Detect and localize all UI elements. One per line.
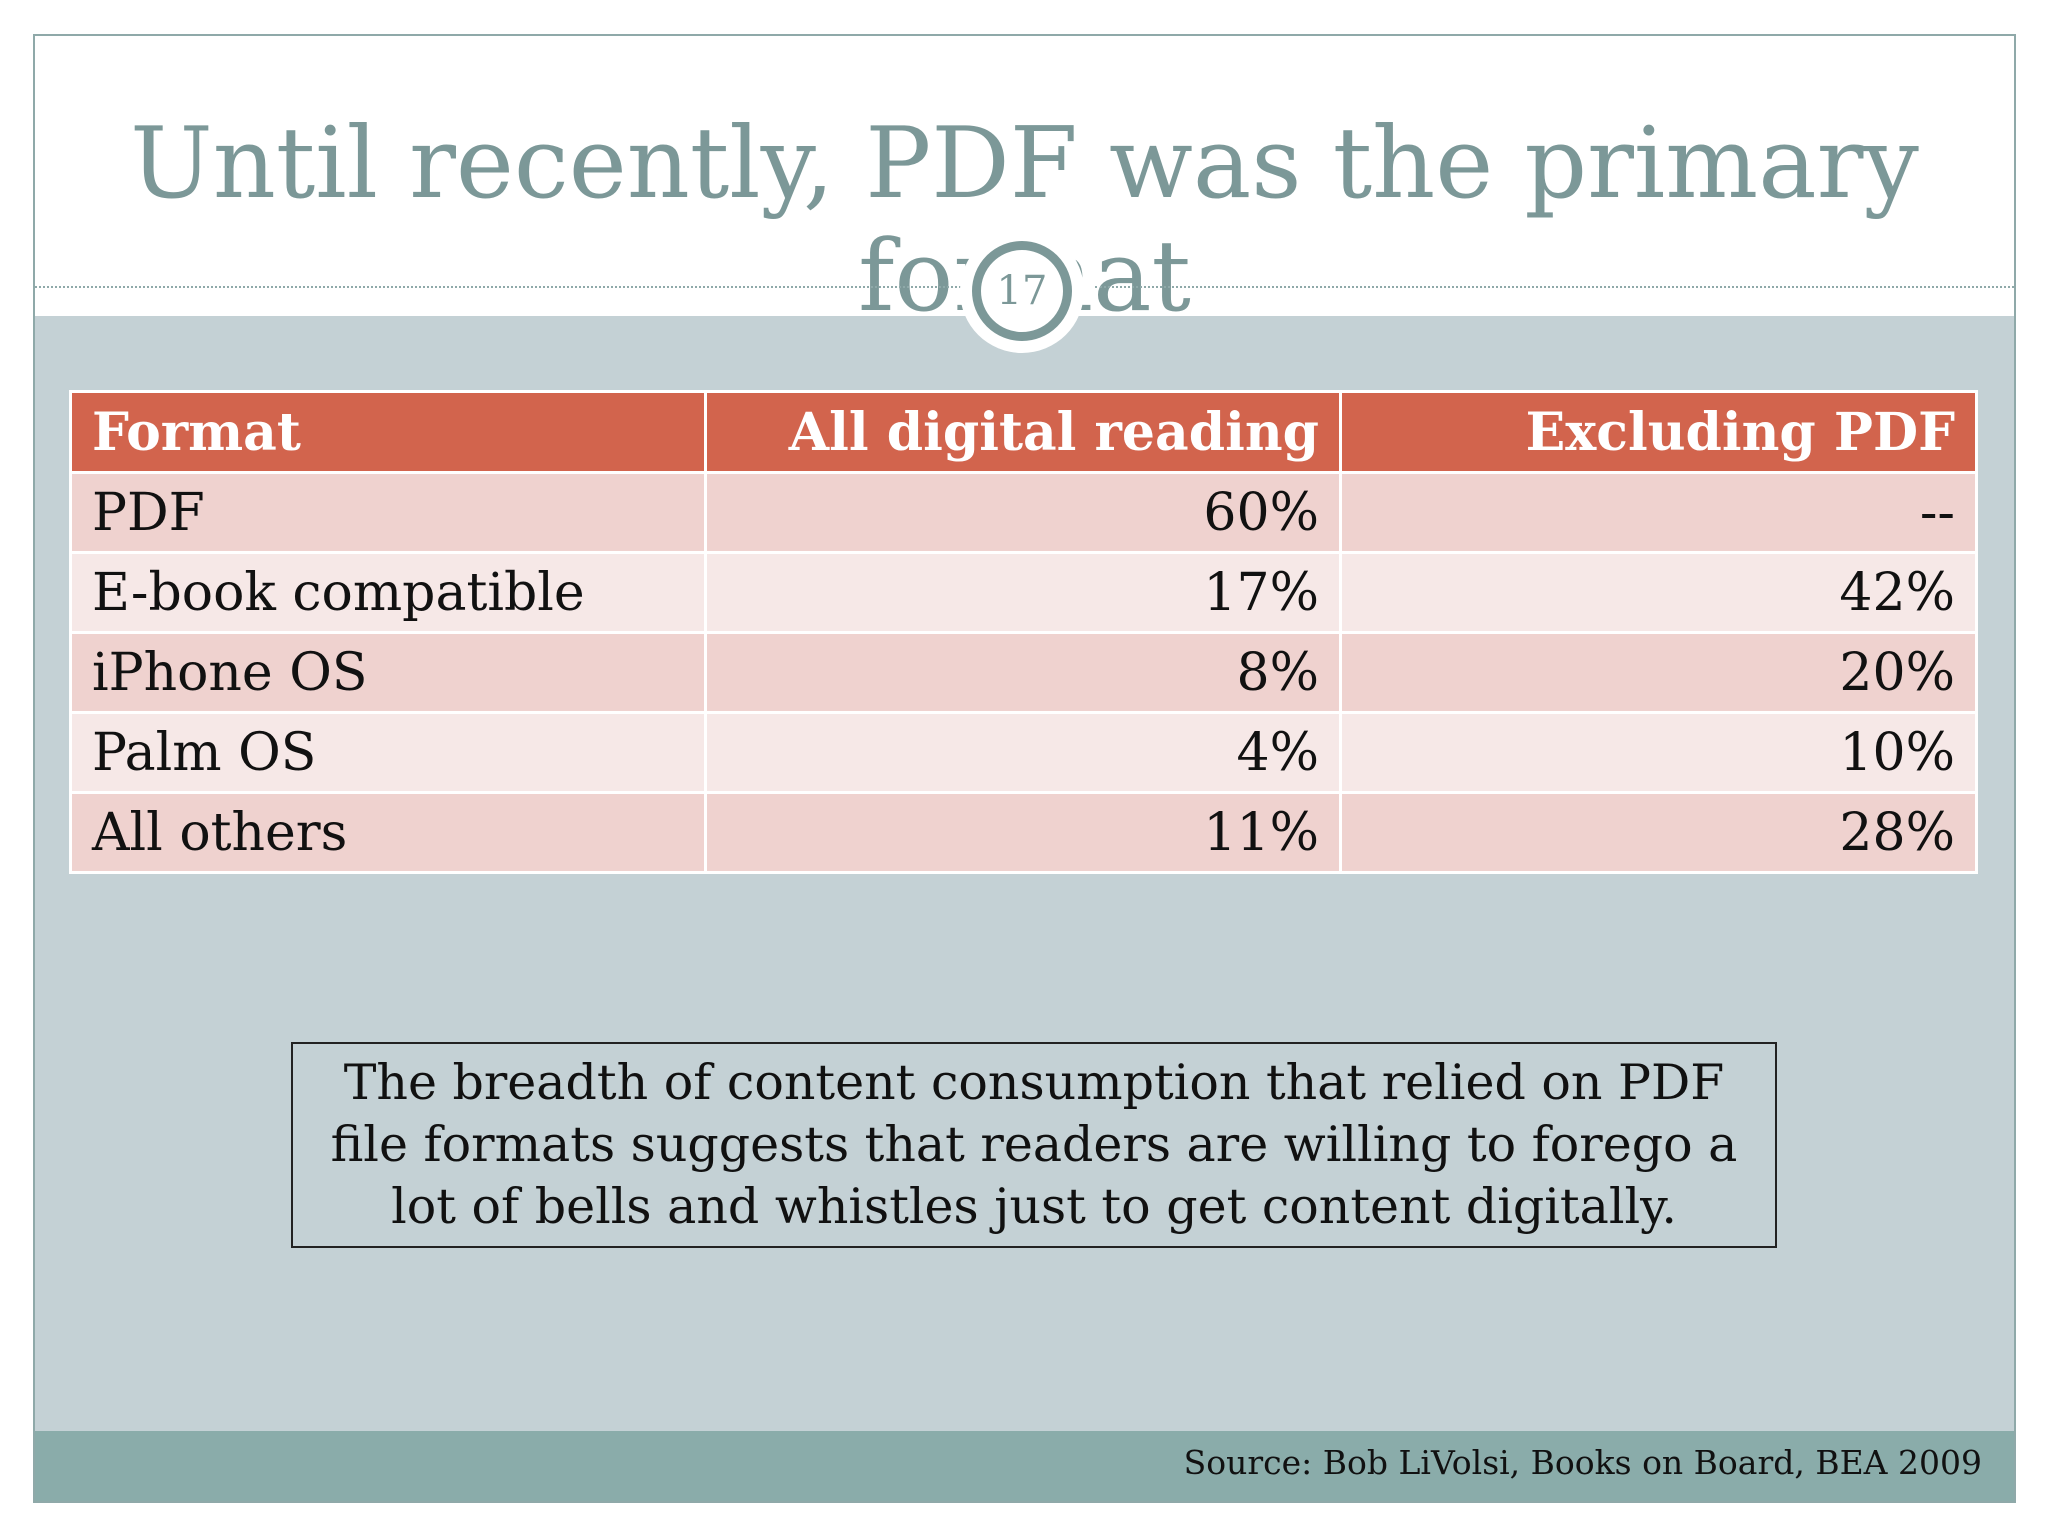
note-box: The breadth of content consumption that … — [291, 1042, 1777, 1248]
table-row: Palm OS 4% 10% — [69, 711, 1978, 794]
format-cell: Palm OS — [69, 711, 707, 794]
all-digital-cell: 17% — [704, 551, 1342, 634]
slide: Until recently, PDF was the primary form… — [33, 34, 2016, 1503]
excluding-pdf-cell: 42% — [1339, 551, 1978, 634]
table-row: iPhone OS 8% 20% — [69, 631, 1978, 714]
format-cell: PDF — [69, 471, 707, 554]
source-citation: Source: Bob LiVolsi, Books on Board, BEA… — [1183, 1443, 1982, 1482]
format-cell: All others — [69, 791, 707, 874]
header-all-digital-reading: All digital reading — [704, 390, 1342, 474]
excluding-pdf-cell: 28% — [1339, 791, 1978, 874]
table-row: All others 11% 28% — [69, 791, 1978, 874]
excluding-pdf-cell: 20% — [1339, 631, 1978, 714]
format-cell: E-book compatible — [69, 551, 707, 634]
page-number-badge: 17 — [960, 229, 1084, 353]
all-digital-cell: 8% — [704, 631, 1342, 714]
all-digital-cell: 4% — [704, 711, 1342, 794]
title-divider-left — [35, 286, 965, 288]
title-divider-right — [1095, 286, 2014, 288]
table-row: E-book compatible 17% 42% — [69, 551, 1978, 634]
excluding-pdf-cell: 10% — [1339, 711, 1978, 794]
all-digital-cell: 11% — [704, 791, 1342, 874]
header-format: Format — [69, 390, 707, 474]
table-header-row: Format All digital reading Excluding PDF — [69, 390, 1978, 474]
format-cell: iPhone OS — [69, 631, 707, 714]
table-row: PDF 60% -- — [69, 471, 1978, 554]
note-text: The breadth of content consumption that … — [330, 1054, 1738, 1235]
slide-title: Until recently, PDF was the primary form… — [130, 107, 1919, 334]
header-excluding-pdf: Excluding PDF — [1339, 390, 1978, 474]
excluding-pdf-cell: -- — [1339, 471, 1978, 554]
page-number: 17 — [972, 241, 1072, 341]
footer-bar: Source: Bob LiVolsi, Books on Board, BEA… — [35, 1431, 2014, 1501]
all-digital-cell: 60% — [704, 471, 1342, 554]
format-table: Format All digital reading Excluding PDF… — [69, 390, 1978, 874]
